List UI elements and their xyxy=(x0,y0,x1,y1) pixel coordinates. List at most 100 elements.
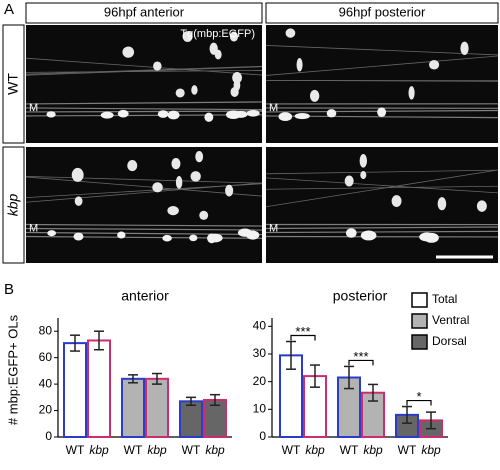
cell xyxy=(47,230,56,237)
significance-bracket xyxy=(348,359,374,366)
process xyxy=(265,55,499,76)
cell xyxy=(437,197,447,211)
cell xyxy=(230,86,239,97)
nerve-fiber xyxy=(25,231,263,236)
cell xyxy=(152,182,163,193)
process xyxy=(25,182,263,203)
cell xyxy=(460,41,469,55)
cell xyxy=(191,85,198,95)
legend-label: Dorsal xyxy=(432,334,467,348)
cell xyxy=(360,230,377,241)
significance-bracket xyxy=(290,334,316,341)
x-tick-label: WT xyxy=(282,443,301,457)
cell xyxy=(122,46,135,58)
x-tick-label: WT xyxy=(340,443,359,457)
y-tick-label: 40 xyxy=(39,376,53,390)
cell xyxy=(127,160,138,172)
cell xyxy=(296,58,303,72)
cell xyxy=(190,171,201,182)
cell xyxy=(233,110,248,118)
significance-label: *** xyxy=(353,349,368,364)
y-tick-label: 0 xyxy=(45,429,52,443)
cell xyxy=(345,228,357,238)
transgene-label: Tg(mbp:EGFP) xyxy=(180,28,255,40)
panel-label: B xyxy=(4,281,14,298)
micrographs: M M M M Tg(mbp:EGFP) xyxy=(25,25,499,263)
micrograph xyxy=(266,25,498,143)
x-tick-label: WT xyxy=(66,443,85,457)
legend-swatch xyxy=(411,334,428,350)
micrograph xyxy=(26,25,262,143)
cell xyxy=(207,233,217,244)
cell xyxy=(278,112,293,122)
significance-label: *** xyxy=(295,324,310,339)
nerve-fiber xyxy=(25,114,263,117)
x-tick-label: kbp xyxy=(421,443,441,457)
structure-label: M xyxy=(269,222,278,234)
process xyxy=(25,176,263,197)
y-axis-label: # mbp:EGFP+ OLs xyxy=(5,314,20,425)
legend-label: Ventral xyxy=(432,313,469,327)
structure-label: M xyxy=(29,222,38,234)
cell xyxy=(157,110,169,118)
cell xyxy=(360,171,367,180)
cell xyxy=(359,154,368,168)
y-tick-label: 20 xyxy=(253,374,267,388)
structure-label: M xyxy=(29,102,38,114)
bar xyxy=(179,400,203,438)
cell xyxy=(309,89,320,102)
cell xyxy=(167,110,180,120)
column-header: 96hpf anterior xyxy=(104,4,185,19)
process xyxy=(25,65,263,75)
process xyxy=(265,185,499,190)
cell xyxy=(74,196,83,206)
legend-label: Total xyxy=(432,292,457,306)
cell xyxy=(344,175,354,187)
cell xyxy=(408,86,415,100)
cell xyxy=(46,111,56,118)
y-tick-label: 80 xyxy=(39,323,53,337)
bar xyxy=(87,339,111,439)
significance-label: * xyxy=(416,389,421,404)
process xyxy=(265,169,499,175)
chart-title: posterior xyxy=(333,288,388,304)
x-tick-label: kbp xyxy=(147,443,167,457)
cell xyxy=(182,31,193,42)
cell xyxy=(225,184,234,197)
significance-bracket xyxy=(406,399,432,406)
cell xyxy=(100,111,114,119)
cell xyxy=(377,107,387,117)
cell xyxy=(199,210,209,220)
row-box xyxy=(2,24,25,144)
legend-swatch xyxy=(411,292,428,308)
nerve-fiber xyxy=(25,110,263,113)
process xyxy=(25,57,263,76)
header-box xyxy=(265,2,499,24)
x-tick-label: kbp xyxy=(205,443,225,457)
cell xyxy=(429,60,440,70)
y-tick-label: 40 xyxy=(253,318,267,332)
row-header: WT xyxy=(5,73,21,95)
process xyxy=(25,175,263,184)
process xyxy=(25,70,263,73)
cell xyxy=(195,151,204,163)
x-tick-label: WT xyxy=(398,443,417,457)
y-tick-label: 60 xyxy=(39,350,53,364)
cell xyxy=(167,206,179,216)
cell xyxy=(117,109,129,118)
process xyxy=(265,80,499,82)
process xyxy=(25,66,263,76)
cell xyxy=(153,61,162,71)
cell xyxy=(204,112,214,122)
cell xyxy=(232,71,243,84)
legend-swatch xyxy=(411,313,428,329)
structure-label: M xyxy=(269,102,278,114)
process xyxy=(265,169,499,208)
chart-title: anterior xyxy=(121,288,169,304)
x-tick-label: kbp xyxy=(305,443,325,457)
nerve-fiber xyxy=(25,223,263,227)
cell xyxy=(294,113,310,120)
cell xyxy=(391,195,402,207)
bar xyxy=(63,342,87,438)
x-tick-label: kbp xyxy=(89,443,109,457)
